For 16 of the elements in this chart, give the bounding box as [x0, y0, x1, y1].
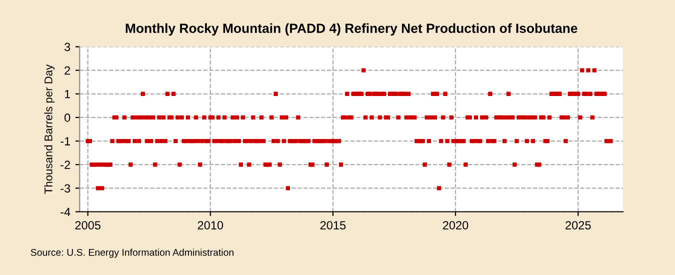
y-tick-label: -1	[60, 137, 70, 146]
y-tick-label: 3	[64, 42, 70, 52]
x-tick-label: 2010	[198, 221, 224, 230]
y-tick-label: -4	[60, 208, 70, 216]
y-tick-label: 2	[64, 66, 70, 75]
x-tick-label: 2025	[566, 221, 591, 230]
y-tick-label: 0	[64, 114, 70, 122]
x-tick-label: 2005	[75, 221, 100, 230]
chart-title: Monthly Rocky Mountain (PADD 4) Refinery Net Production of Isobutane	[126, 23, 578, 36]
source-note: Source: U.S. Energy Information Administration	[30, 248, 234, 258]
x-tick-label: 2015	[320, 221, 346, 230]
y-tick-label: 1	[64, 90, 70, 98]
x-tick-label: 2020	[442, 221, 468, 230]
y-axis-title: Thousand Barrels per Day	[44, 64, 55, 194]
y-tick-label: -3	[60, 184, 70, 193]
y-tick-label: -2	[60, 160, 70, 169]
